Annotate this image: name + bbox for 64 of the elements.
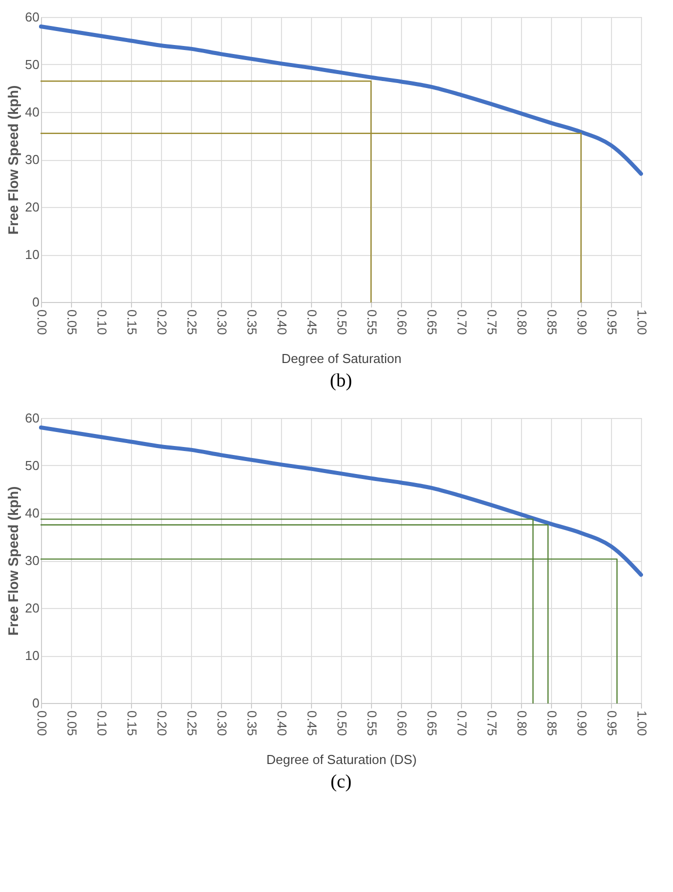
x-tick-label: 0.35 [244, 710, 260, 736]
text: (b) [330, 370, 352, 392]
x-tick-label: 0.30 [214, 310, 230, 335]
x-tick-label: 0.80 [514, 310, 530, 335]
x-tick-label: 1.00 [634, 310, 650, 335]
y-axis-title: Free Flow Speed (kph) [5, 85, 22, 235]
y-tick-label: 60 [25, 410, 40, 426]
y-tick-label: 40 [25, 104, 40, 120]
x-tick-label: 0.50 [334, 310, 350, 335]
x-tick-label: 0.75 [484, 310, 500, 335]
x-tick-label: 0.70 [454, 710, 470, 736]
y-tick-label: 20 [25, 200, 40, 214]
x-tick-label: 0.95 [604, 710, 620, 736]
x-tick-label: 0.65 [424, 310, 440, 335]
y-tick-label: 0 [32, 696, 40, 710]
x-axis-title: Degree of Saturation (DS) [266, 752, 417, 767]
x-tick-label: 0.05 [64, 710, 80, 736]
x-tick-label: 0.45 [304, 310, 320, 335]
x-tick-label: 0.25 [184, 310, 200, 335]
x-tick-label: 0.50 [334, 710, 350, 736]
text: (c) [330, 771, 352, 792]
x-tick-label: 0.45 [304, 710, 320, 736]
x-tick-label: 0.85 [544, 310, 560, 335]
x-tick-label: 0.15 [124, 710, 140, 736]
x-tick-label: 0.80 [514, 710, 530, 736]
y-tick-label: 0 [32, 294, 40, 310]
x-tick-label: 0.70 [454, 310, 470, 335]
x-tick-label: 0.95 [604, 310, 620, 335]
x-tick-label: 0.90 [574, 310, 590, 335]
x-tick-label: 0.30 [214, 710, 230, 736]
x-tick-label: 0.20 [154, 710, 170, 736]
x-tick-label: 0.25 [184, 710, 200, 736]
line-series [39, 426, 643, 577]
x-tick-label: 0.20 [154, 310, 170, 335]
x-tick-label: 0.90 [574, 710, 590, 736]
x-tick-label: 1.00 [634, 710, 650, 736]
y-tick-label: 50 [25, 458, 40, 473]
x-tick-label: 0.10 [94, 310, 110, 335]
x-tick-label: 0.55 [364, 310, 380, 335]
y-tick-label: 20 [25, 600, 40, 616]
x-tick-label: 0.15 [124, 310, 140, 335]
x-tick-label: 0.05 [64, 310, 80, 335]
x-tick-label: 0.40 [274, 310, 290, 335]
y-axis-title: Free Flow Speed (kph) [5, 486, 22, 636]
x-tick-label: 0.60 [394, 710, 410, 736]
x-tick-label: 0.10 [94, 710, 110, 736]
x-tick-label: 0.75 [484, 710, 500, 736]
x-tick-label: 0.40 [274, 710, 290, 736]
y-tick-label: 30 [25, 553, 40, 568]
x-tick-label: 0.00 [34, 310, 50, 335]
x-tick-label: 0.55 [364, 710, 380, 736]
y-tick-label: 60 [25, 10, 40, 24]
x-tick-label: 0.60 [394, 310, 410, 335]
y-tick-label: 40 [25, 506, 40, 520]
x-tick-label: 0.65 [424, 710, 440, 736]
y-tick-label: 10 [25, 648, 40, 663]
x-tick-label: 0.35 [244, 310, 260, 335]
y-tick-label: 30 [25, 152, 40, 167]
x-tick-label: 0.00 [34, 710, 50, 736]
x-axis-title: Degree of Saturation [282, 350, 402, 366]
y-tick-label: 10 [25, 247, 40, 262]
x-tick-label: 0.85 [544, 710, 560, 736]
y-tick-label: 50 [25, 57, 40, 72]
line-series [39, 24, 643, 176]
